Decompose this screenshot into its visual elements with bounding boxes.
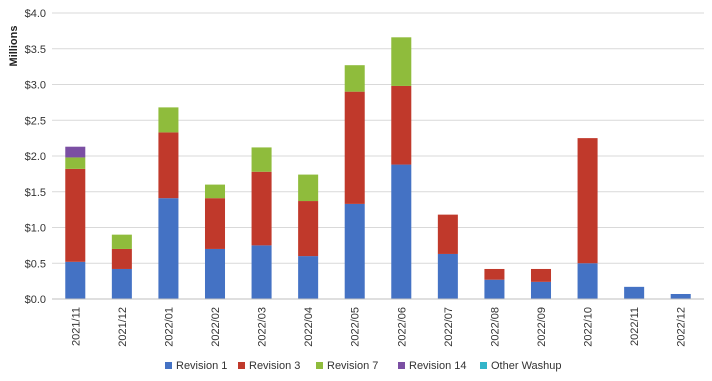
bar-segment [298, 174, 319, 202]
bar-segment [111, 234, 132, 249]
y-tick-label: $4.0 [25, 8, 46, 20]
y-tick-label: $1.0 [25, 223, 46, 235]
legend-label: Revision 7 [327, 360, 378, 372]
x-axis-ticks: 2021/11 2021/12 2022/01 2022/02 2022/03 2022/… [70, 307, 687, 347]
legend-swatch [316, 362, 323, 369]
x-tick-label: 2022/06 [396, 307, 408, 347]
bar-segment [437, 214, 458, 254]
bar-segment [437, 253, 458, 299]
y-tick-label: $1.5 [25, 187, 46, 199]
legend-label: Revision 1 [176, 360, 227, 372]
legend-label: Revision 14 [409, 360, 466, 372]
y-axis-ticks: $0.0 $0.5 $1.0 $1.5 $2.0 $2.5 $3.0 $3.5 $4.0 [25, 8, 46, 306]
bar-segment [251, 245, 272, 299]
x-tick-label: 2022/02 [210, 307, 222, 347]
legend-label: Other Washup [491, 360, 562, 372]
legend-swatch [480, 362, 487, 369]
bar-segment [65, 157, 86, 169]
legend-swatch [165, 362, 172, 369]
legend: Revision 1 Revision 3 Revision 7 Revision 1… [165, 360, 562, 372]
y-axis-label: Millions [8, 26, 20, 67]
bar-segment [65, 168, 86, 262]
bar-segment [65, 146, 86, 158]
bar-segment [204, 184, 226, 199]
bar-segment [111, 248, 132, 269]
x-tick-label: 2022/10 [583, 307, 595, 347]
bar-segment [530, 281, 552, 299]
bar-segment [577, 263, 598, 299]
bar-segment [65, 261, 86, 299]
x-tick-label: 2022/04 [303, 307, 315, 347]
bar-segment [670, 293, 691, 299]
legend-swatch [238, 362, 245, 369]
bar-segment [158, 107, 179, 133]
bar-segment [204, 248, 226, 299]
bar-segment [158, 198, 179, 299]
bars [65, 37, 691, 299]
x-tick-label: 2022/12 [676, 307, 688, 347]
bar-segment [484, 268, 505, 280]
x-tick-label: 2022/07 [443, 307, 455, 347]
bar-segment [111, 268, 132, 299]
y-tick-label: $0.5 [25, 258, 46, 270]
bar-segment [158, 132, 179, 199]
x-tick-label: 2021/11 [70, 307, 82, 346]
bar-segment [204, 198, 226, 249]
bar-segment [251, 171, 272, 246]
y-tick-label: $3.0 [25, 80, 46, 92]
legend-label: Revision 3 [249, 360, 300, 372]
bar-segment [391, 37, 412, 86]
bar-segment [298, 256, 319, 299]
y-tick-label: $3.5 [25, 44, 46, 56]
bar-segment [484, 279, 505, 299]
bar-segment [251, 147, 272, 172]
gridlines [52, 12, 704, 264]
bar-segment [344, 203, 365, 299]
x-tick-label: 2022/08 [489, 307, 501, 347]
x-tick-label: 2022/01 [163, 307, 175, 347]
bar-segment [530, 268, 552, 282]
x-tick-label: 2022/11 [629, 307, 641, 346]
y-tick-label: $2.0 [25, 151, 46, 163]
x-tick-label: 2022/05 [350, 307, 362, 347]
x-tick-label: 2022/03 [257, 307, 269, 347]
x-tick-label: 2022/09 [536, 307, 548, 347]
bar-segment [391, 85, 412, 165]
bar-segment [391, 164, 412, 299]
y-tick-label: $2.5 [25, 115, 46, 127]
x-tick-label: 2021/12 [117, 307, 129, 347]
legend-swatch [398, 362, 405, 369]
bar-segment [298, 201, 319, 257]
bar-segment [577, 138, 598, 264]
bar-segment [344, 91, 365, 204]
bar-segment [624, 286, 645, 299]
bar-segment [344, 65, 365, 92]
y-tick-label: $0.0 [25, 294, 46, 306]
